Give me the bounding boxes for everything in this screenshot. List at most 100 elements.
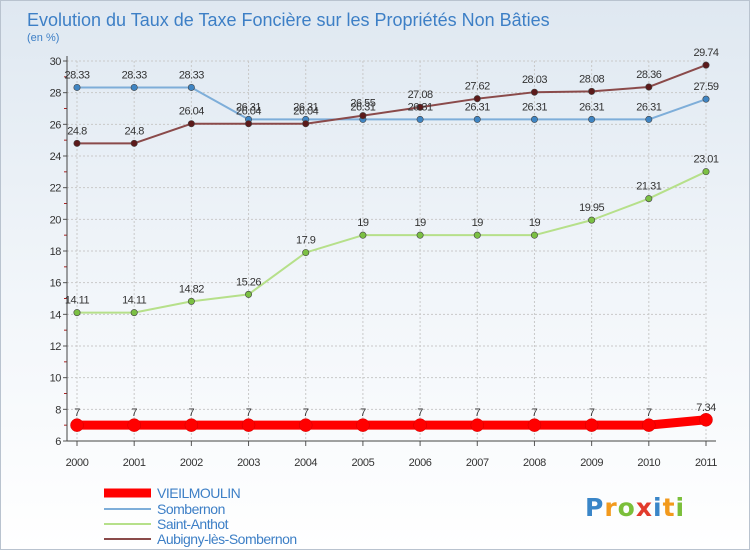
data-point	[187, 83, 195, 91]
y-tick-label: 20	[50, 214, 62, 226]
data-label: 27.08	[408, 89, 433, 101]
data-point	[70, 418, 84, 432]
legend-label: VIEILMOULIN	[157, 485, 240, 501]
x-tick-label: 2005	[351, 457, 374, 469]
data-point	[130, 139, 138, 147]
data-label: 24.8	[67, 125, 87, 137]
data-point	[302, 249, 310, 257]
data-label: 19	[357, 217, 369, 229]
data-label: 14.82	[179, 283, 204, 295]
data-point	[241, 418, 256, 432]
series-line	[76, 64, 707, 145]
y-tick-label: 12	[50, 341, 62, 353]
data-point	[187, 297, 195, 305]
series-layer	[70, 61, 713, 432]
y-tick-label: 18	[50, 246, 62, 258]
logo-letter: r	[604, 493, 617, 522]
series-line	[76, 170, 707, 314]
x-tick-label: 2007	[466, 457, 489, 469]
data-label: 28.03	[522, 74, 547, 86]
data-label: 7	[360, 407, 366, 419]
x-tick-label: 2003	[237, 457, 260, 469]
data-label: 28.08	[579, 73, 604, 85]
data-point	[73, 309, 81, 317]
legend: VIEILMOULINSombernonSaint-AnthotAubigny-…	[104, 485, 297, 547]
y-tick-label: 6	[55, 436, 61, 448]
data-label: 23.01	[693, 154, 718, 166]
legend-label: Sombernon	[157, 501, 225, 517]
data-point	[473, 95, 481, 103]
data-point	[473, 115, 481, 123]
data-label: 17.9	[296, 235, 316, 247]
data-point	[588, 87, 596, 95]
data-point	[645, 195, 653, 203]
data-point	[245, 290, 253, 298]
data-point	[645, 115, 653, 123]
data-point	[584, 418, 599, 432]
data-label: 19.95	[579, 202, 604, 214]
data-point	[530, 115, 538, 123]
data-label: 27.62	[465, 81, 490, 93]
data-point	[302, 120, 310, 128]
data-label: 7	[646, 407, 652, 419]
data-point	[530, 88, 538, 96]
data-label: 21.31	[636, 181, 661, 193]
data-label: 26.31	[522, 101, 547, 113]
x-tick-label: 2004	[294, 457, 317, 469]
data-point	[245, 120, 253, 128]
data-point	[359, 231, 367, 239]
y-tick-label: 28	[50, 88, 62, 100]
data-label: 28.33	[64, 69, 89, 81]
data-label: 26.31	[293, 101, 318, 113]
data-point	[699, 413, 713, 427]
data-point	[416, 103, 424, 111]
y-tick-label: 10	[50, 373, 62, 385]
data-label: 7	[589, 407, 595, 419]
data-label: 19	[472, 217, 484, 229]
data-label: 7	[303, 407, 309, 419]
data-label: 7	[74, 407, 80, 419]
y-tick-label: 16	[50, 278, 62, 290]
proxiti-logo: Proxiti	[585, 493, 685, 522]
series-line	[72, 415, 711, 430]
data-label: 28.33	[122, 69, 147, 81]
y-tick-label: 22	[50, 183, 62, 195]
x-tick-label: 2001	[123, 457, 146, 469]
x-tick-label: 2008	[523, 457, 546, 469]
data-label: 14.11	[122, 295, 147, 307]
data-label: 19	[529, 217, 541, 229]
data-label: 26.31	[408, 101, 433, 113]
data-point	[416, 231, 424, 239]
data-point	[588, 216, 596, 224]
axes: 6 8 10 12 14 16 18 20 22 24 26 28 30 2000 2001 2002 2003…	[50, 56, 718, 469]
logo-letter: P	[585, 493, 604, 522]
data-point	[359, 112, 367, 120]
data-point	[642, 418, 656, 432]
data-label: 7	[131, 407, 137, 419]
data-label: 19	[414, 217, 426, 229]
data-point	[702, 61, 710, 69]
data-label: 7	[532, 407, 538, 419]
data-label: 26.31	[579, 101, 604, 113]
y-tick-label: 24	[50, 151, 62, 163]
y-tick-label: 30	[50, 56, 62, 68]
x-tick-label: 2000	[66, 457, 89, 469]
x-tick-label: 2011	[695, 457, 717, 469]
legend-label: Saint-Anthot	[157, 516, 229, 532]
data-point	[184, 418, 199, 432]
data-point	[588, 115, 596, 123]
data-point	[130, 309, 138, 317]
logo-letter: i	[676, 493, 686, 522]
data-point	[298, 418, 313, 432]
legend-label: Aubigny-lès-Sombernon	[157, 531, 297, 547]
data-label: 15.26	[236, 276, 261, 288]
logo-letter: t	[663, 493, 676, 522]
data-label: 26.04	[236, 106, 261, 118]
x-tick-label: 2009	[580, 457, 603, 469]
data-point	[645, 83, 653, 91]
data-label: 29.74	[693, 47, 718, 59]
data-label: 26.31	[636, 101, 661, 113]
data-point	[702, 95, 710, 103]
